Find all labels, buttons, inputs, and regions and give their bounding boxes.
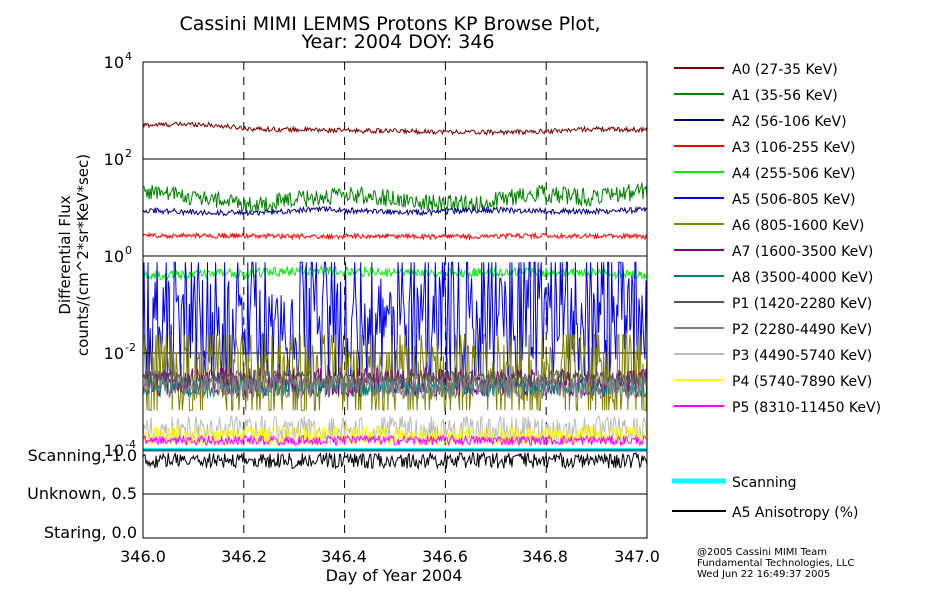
- credit-line-1: @2005 Cassini MIMI Team: [697, 547, 827, 558]
- lower-panel: [142, 448, 648, 471]
- legend-label: A0 (27-35 KeV): [732, 62, 838, 78]
- x-tick-label: 346.8: [522, 547, 568, 566]
- chart-subtitle: Year: 2004 DOY: 346: [300, 31, 494, 53]
- y-tick-label: 10: [104, 53, 124, 72]
- y-tick-label: 10: [104, 344, 124, 363]
- x-tick-label: 346.4: [321, 547, 367, 566]
- x-axis-label: Day of Year 2004: [326, 566, 463, 585]
- legend-label-scanning: Scanning: [732, 475, 797, 491]
- series-line-10: [142, 374, 648, 400]
- x-tick-label: 346.6: [422, 547, 468, 566]
- series-line-13: [142, 434, 648, 447]
- legend: A0 (27-35 KeV) A1 (35-56 KeV) A2 (56-106 K…: [674, 62, 881, 416]
- series-line-4: [142, 264, 648, 282]
- y-tick-exponent: 0: [125, 244, 132, 257]
- legend-label: A1 (35-56 KeV): [732, 88, 838, 104]
- credit-line-3: Wed Jun 22 16:49:37 2005: [697, 569, 830, 580]
- legend-label: P4 (5740-7890 KeV): [732, 374, 872, 390]
- legend-label: P5 (8310-11450 KeV): [732, 400, 881, 416]
- legend-label: A2 (56-106 KeV): [732, 114, 847, 130]
- lower-panel-frame: [142, 449, 648, 539]
- y-tick-label: 10: [104, 247, 124, 266]
- legend-label: A3 (106-255 KeV): [732, 140, 855, 156]
- series-line-7: [142, 366, 648, 399]
- credit-line-2: Fundamental Technologies, LLC: [697, 558, 854, 569]
- legend-label: A5 (506-805 KeV): [732, 192, 855, 208]
- legend-label: P3 (4490-5740 KeV): [732, 348, 872, 364]
- series-line-12: [142, 424, 648, 447]
- legend-label: A7 (1600-3500 KeV): [732, 244, 873, 260]
- lower-ylabel-unknown: Unknown, 0.5: [27, 484, 137, 503]
- series-line-9: [142, 368, 648, 388]
- lower-ylabel-scanning: Scanning, 1.0: [28, 446, 137, 465]
- y-axis-label-line1: Differential Flux: [56, 195, 74, 314]
- lower-ylabel-staring: Staring, 0.0: [44, 523, 137, 542]
- chart-title: Cassini MIMI LEMMS Protons KP Browse Plo…: [179, 13, 600, 35]
- y-tick-label: 10: [104, 150, 124, 169]
- legend-label: A6 (805-1600 KeV): [732, 218, 864, 234]
- legend-label: A8 (3500-4000 KeV): [732, 270, 873, 286]
- series-line-1: [142, 182, 648, 214]
- x-tick-label: 346.0: [120, 547, 166, 566]
- y-axis-label-line2: counts/(cm^2*sr*KeV*sec): [74, 154, 92, 356]
- legend-label: A4 (255-506 KeV): [732, 166, 855, 182]
- series-line-2: [142, 205, 648, 217]
- series-line-0: [142, 121, 648, 137]
- x-tick-label: 346.2: [221, 547, 267, 566]
- y-tick-exponent: 2: [125, 147, 132, 160]
- legend-label: P2 (2280-4490 KeV): [732, 322, 872, 338]
- anisotropy-line: [142, 451, 648, 471]
- y-tick-exponent: 4: [125, 50, 132, 63]
- series-line-3: [142, 231, 648, 241]
- y-tick-exponent: -2: [125, 341, 136, 354]
- legend-label: P1 (1420-2280 KeV): [732, 296, 872, 312]
- x-tick-label: 347.0: [614, 547, 660, 566]
- legend-label-anisotropy: A5 Anisotropy (%): [732, 505, 859, 521]
- y-tick-label: 10: [104, 441, 124, 460]
- series-layer: [142, 121, 648, 447]
- y-tick-exponent: -4: [125, 438, 136, 451]
